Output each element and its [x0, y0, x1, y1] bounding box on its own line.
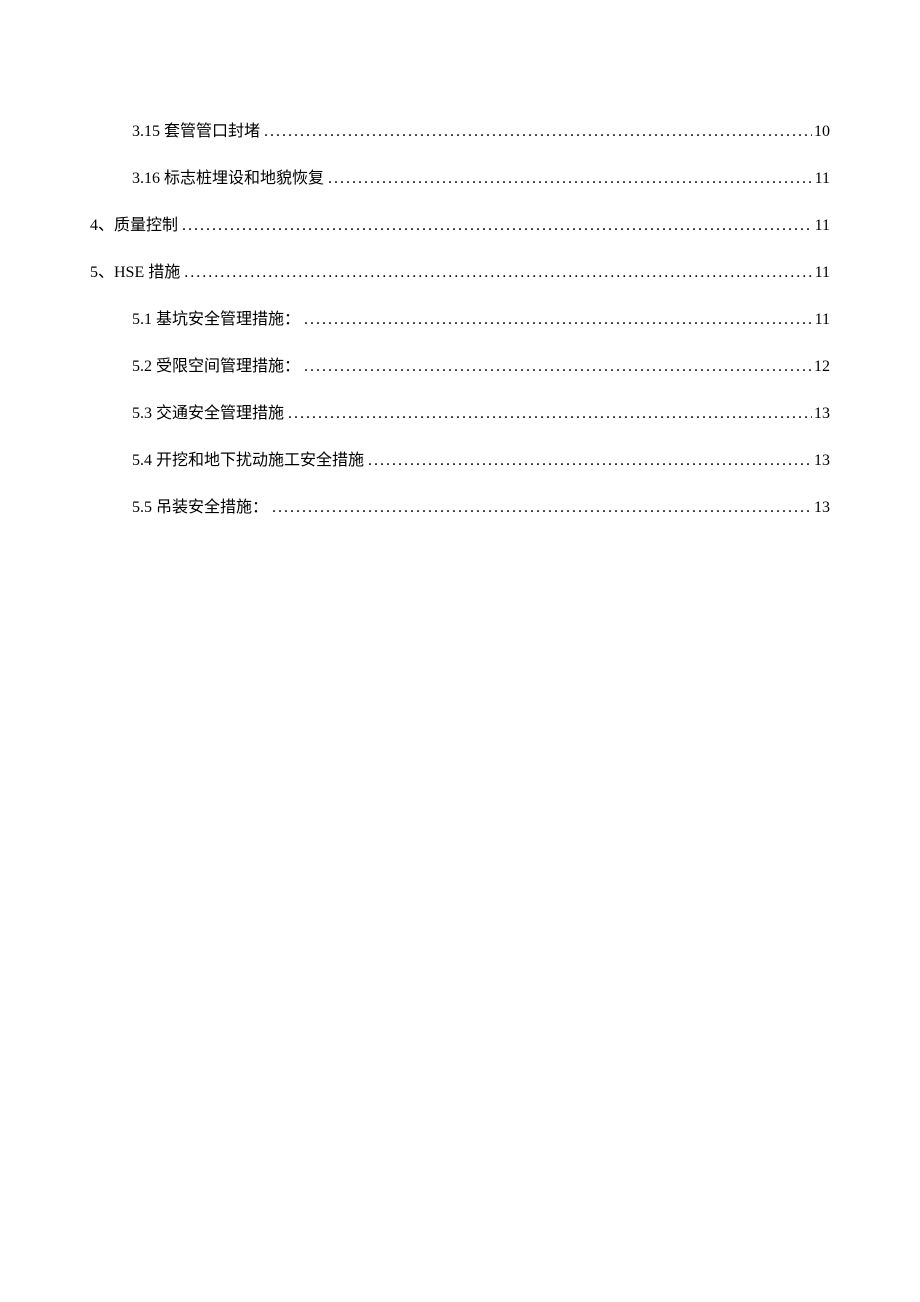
- toc-leader-dots: [288, 402, 812, 426]
- toc-page-number: 11: [813, 214, 830, 238]
- toc-page-number: 11: [813, 308, 830, 332]
- toc-page-number: 13: [812, 402, 830, 426]
- toc-entry: 5、HSE 措施 11: [90, 261, 830, 285]
- toc-page-number: 11: [813, 167, 830, 191]
- toc-label: 5.3 交通安全管理措施: [132, 402, 288, 426]
- toc-leader-dots: [304, 355, 812, 379]
- toc-entry: 3.16 标志桩埋设和地貌恢复 11: [132, 167, 830, 191]
- toc-label: 3.15 套管管口封堵: [132, 120, 264, 144]
- toc-page-number: 12: [812, 355, 830, 379]
- toc-label: 4、质量控制: [90, 214, 182, 238]
- toc-leader-dots: [182, 214, 813, 238]
- toc-label: 5.4 开挖和地下扰动施工安全措施: [132, 449, 368, 473]
- toc-label: 5、HSE 措施: [90, 261, 184, 285]
- toc-page-number: 13: [812, 449, 830, 473]
- toc-page-number: 13: [812, 496, 830, 520]
- toc-entry: 3.15 套管管口封堵 10: [132, 120, 830, 144]
- toc-leader-dots: [272, 496, 812, 520]
- toc-label: 5.1 基坑安全管理措施：: [132, 308, 304, 332]
- toc-label: 5.2 受限空间管理措施：: [132, 355, 304, 379]
- toc-entry: 5.5 吊装安全措施： 13: [132, 496, 830, 520]
- toc-label: 3.16 标志桩埋设和地貌恢复: [132, 167, 328, 191]
- toc-entry: 4、质量控制 11: [90, 214, 830, 238]
- toc-page-number: 10: [812, 120, 830, 144]
- toc-label: 5.5 吊装安全措施：: [132, 496, 272, 520]
- toc-entry: 5.1 基坑安全管理措施： 11: [132, 308, 830, 332]
- toc-leader-dots: [184, 261, 812, 285]
- toc-leader-dots: [368, 449, 812, 473]
- toc-entry: 5.4 开挖和地下扰动施工安全措施 13: [132, 449, 830, 473]
- toc-leader-dots: [328, 167, 813, 191]
- table-of-contents: 3.15 套管管口封堵 10 3.16 标志桩埋设和地貌恢复 11 4、质量控制…: [90, 120, 830, 520]
- toc-page-number: 11: [813, 261, 830, 285]
- toc-entry: 5.2 受限空间管理措施： 12: [132, 355, 830, 379]
- toc-entry: 5.3 交通安全管理措施 13: [132, 402, 830, 426]
- toc-leader-dots: [304, 308, 813, 332]
- toc-leader-dots: [264, 120, 812, 144]
